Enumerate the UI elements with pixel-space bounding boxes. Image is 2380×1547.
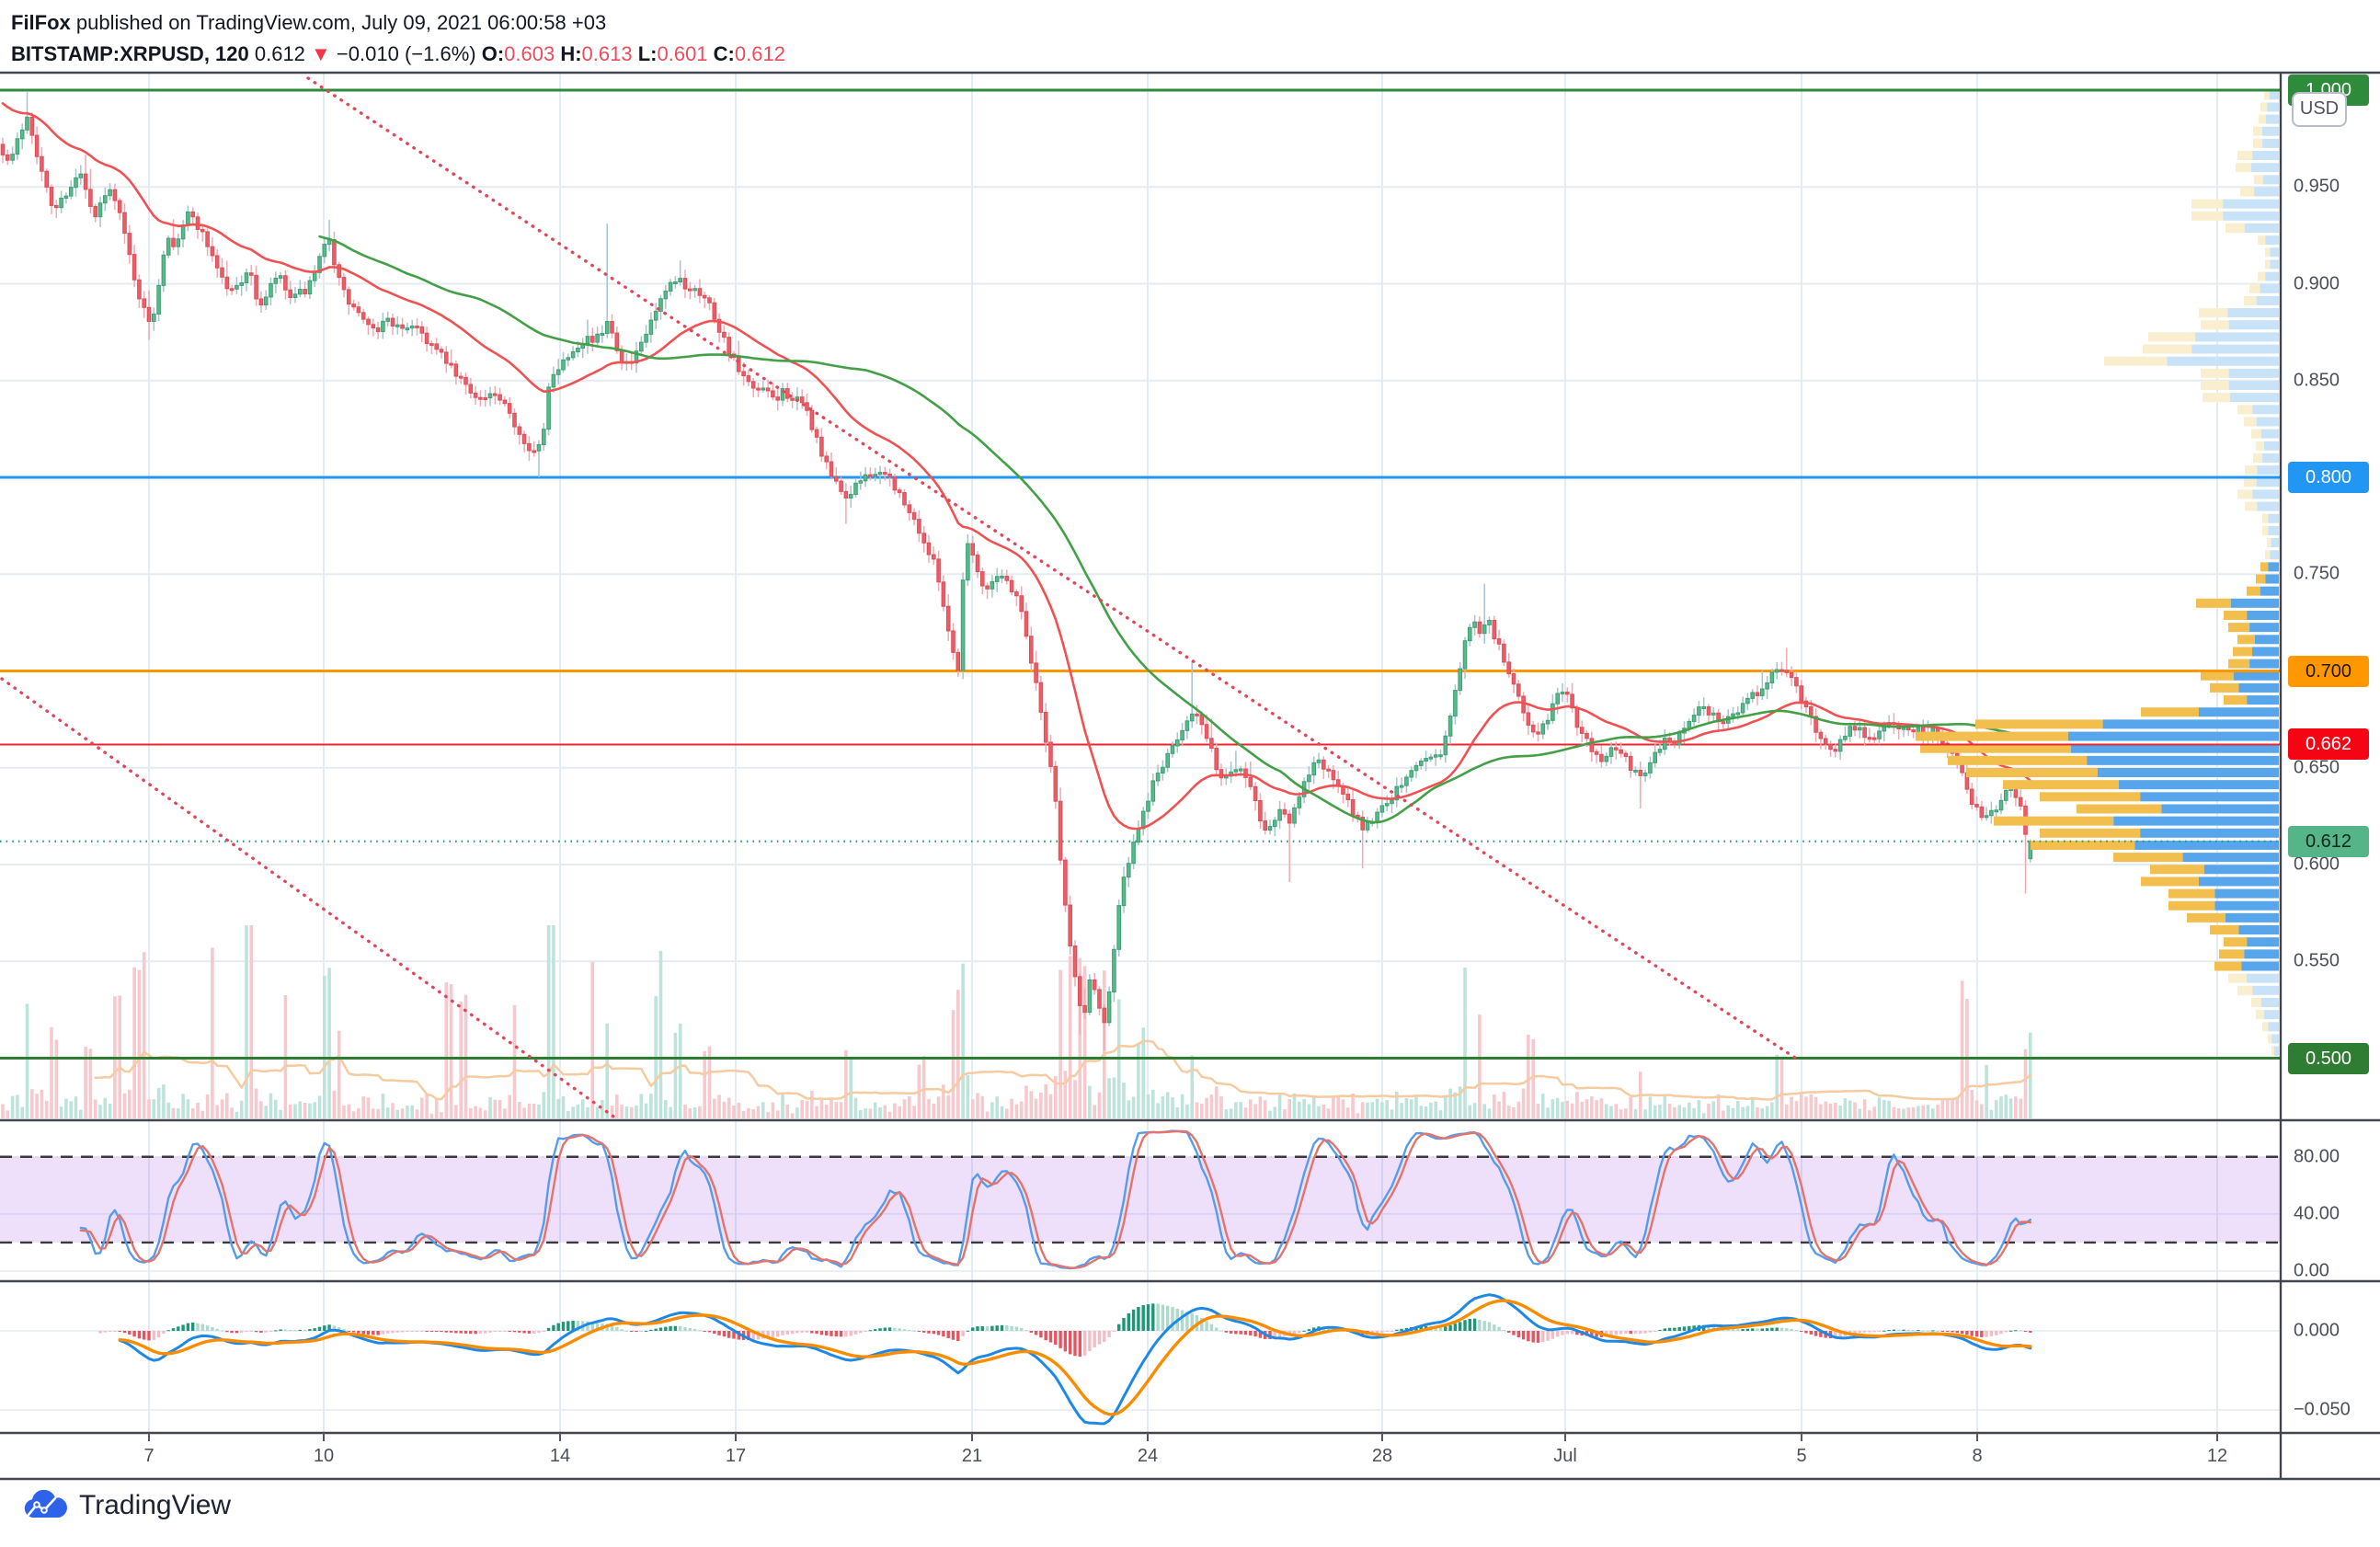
macd-tick-label: −0.050 (2294, 1399, 2351, 1420)
legend-text: 0.603 (504, 42, 561, 65)
stoch-tick-label: 40.00 (2294, 1203, 2340, 1224)
price-tick-label: 0.650 (2294, 757, 2340, 778)
time-tick-label: 28 (1371, 1446, 1393, 1466)
symbol-ohlc-line: BITSTAMP:XRPUSD, 120 0.612 ▼ −0.010 (−1.… (11, 39, 785, 70)
price-badge: 0.662 (2288, 728, 2369, 761)
macd-tick-label: 0.000 (2294, 1320, 2340, 1341)
stoch-tick-label: 80.00 (2294, 1146, 2340, 1167)
time-tick-label: 21 (961, 1446, 983, 1466)
tradingview-logo[interactable]: TradingView (24, 1490, 231, 1521)
legend-text: L: (637, 42, 658, 65)
time-tick-label: 8 (1972, 1446, 1983, 1466)
pane-borders (0, 71, 2380, 1481)
time-tick-label: 5 (1796, 1446, 1807, 1466)
volume-profile (1885, 88, 2281, 1060)
legend-text: FilFox (11, 11, 71, 34)
currency-toggle-button[interactable]: USD (2292, 92, 2347, 127)
macd-pane (98, 1293, 2032, 1426)
price-badge: 0.612 (2288, 825, 2369, 857)
tradingview-logo-text: TradingView (79, 1490, 232, 1520)
price-badge: 0.500 (2288, 1042, 2369, 1074)
tradingview-cloud-icon (24, 1490, 67, 1518)
time-tick-label: 7 (143, 1446, 154, 1466)
legend-text: BITSTAMP:XRPUSD, 120 (11, 42, 249, 65)
legend-text: published on TradingView.com, July 09, 2… (70, 11, 607, 34)
legend-text: 0.612 (734, 42, 785, 65)
stoch-tick-label: 0.00 (2294, 1260, 2329, 1281)
legend-text: 0.613 (581, 42, 638, 65)
time-tick-label: Jul (1553, 1446, 1577, 1466)
legend-text: H: (560, 42, 582, 65)
candlesticks (0, 92, 2033, 1051)
descending-trendline[interactable] (0, 677, 618, 1119)
price-tick-label: 0.550 (2294, 950, 2340, 971)
stochastic-pane (0, 1129, 2281, 1270)
legend-text: 0.612 (248, 42, 312, 65)
legend-text: −0.010 (−1.6%) (330, 42, 482, 65)
time-tick-label: 10 (313, 1446, 335, 1466)
price-tick-label: 0.850 (2294, 370, 2340, 391)
legend-text: 0.601 (657, 42, 714, 65)
price-tick-label: 0.950 (2294, 176, 2340, 197)
volume-bars (1, 925, 2032, 1118)
price-tick-label: 0.900 (2294, 273, 2340, 293)
price-tick-label: 0.750 (2294, 563, 2340, 584)
time-tick-label: 14 (549, 1446, 571, 1466)
time-tick-label: 12 (2206, 1446, 2228, 1466)
legend-text: O: (481, 42, 505, 65)
legend-text: C: (713, 42, 735, 65)
descending-trendline[interactable] (306, 76, 1800, 1061)
price-badge: 0.800 (2288, 462, 2369, 493)
price-badge: 0.700 (2288, 655, 2369, 687)
publisher-line: FilFox published on TradingView.com, Jul… (11, 7, 785, 39)
chart-legend: FilFox published on TradingView.com, Jul… (11, 7, 785, 70)
legend-text: ▼ (311, 42, 331, 65)
time-tick-label: 24 (1137, 1446, 1159, 1466)
time-tick-label: 17 (725, 1446, 747, 1466)
price-tick-label: 0.600 (2294, 854, 2340, 875)
